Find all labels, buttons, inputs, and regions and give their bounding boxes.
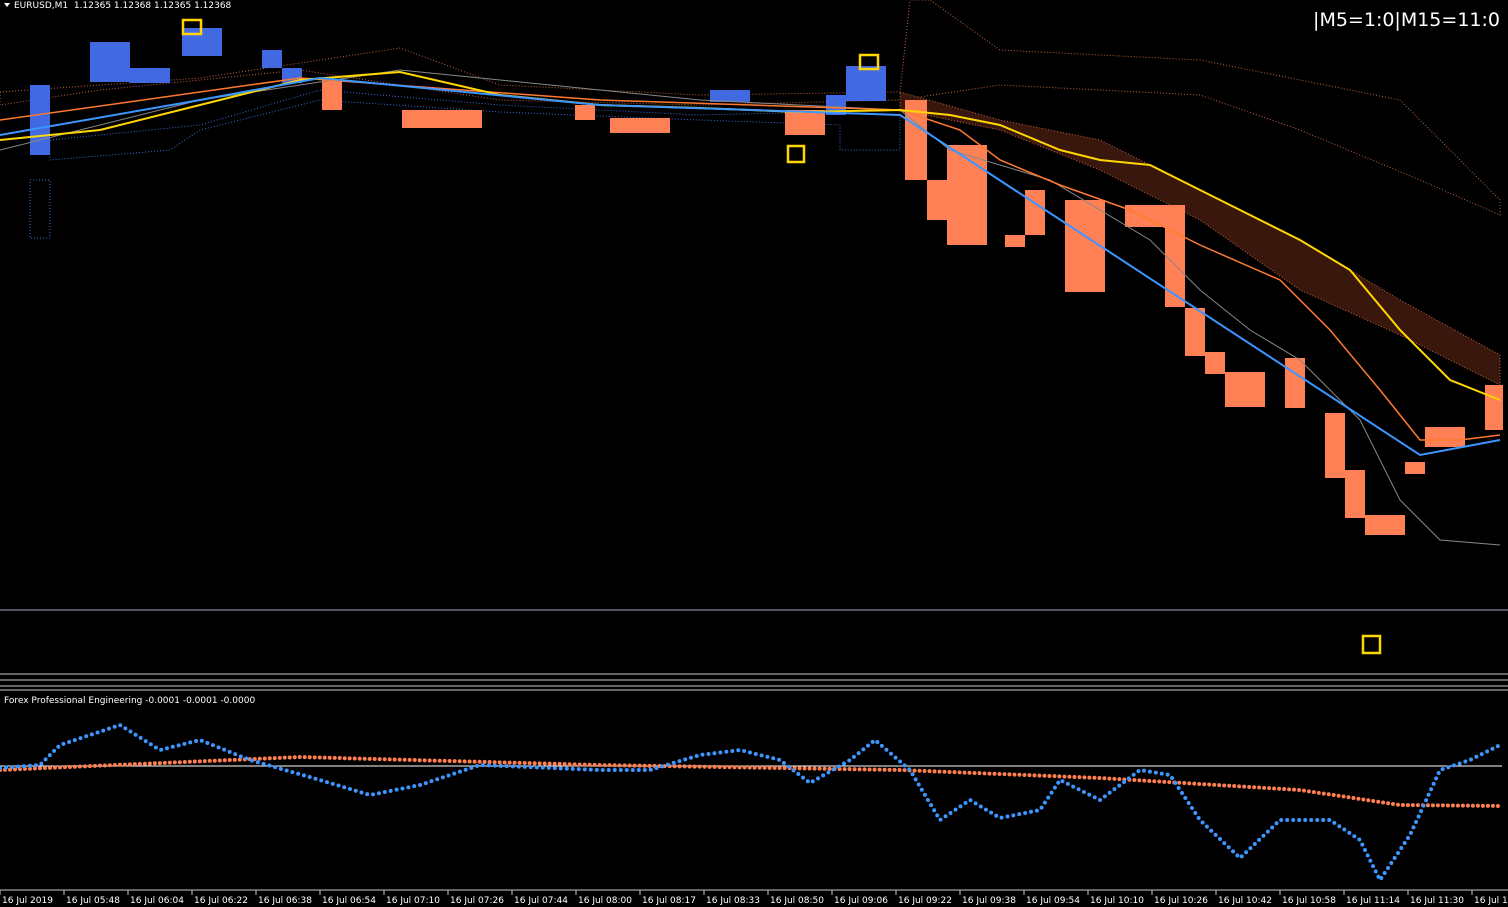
time-label: 16 Jul 07:10 [386,896,440,906]
time-label: 16 Jul 06:38 [258,896,312,906]
time-axis: 16 Jul 2019 16 Jul 05:48 16 Jul 06:04 16 Ju… [0,890,1508,906]
main-chart: EURUSD,M1 1.12365 1.12368 1.12365 1.1236… [0,0,1508,691]
signal-dots [0,754,1502,808]
time-label: 16 Jul 10:26 [1154,896,1208,906]
time-label: 16 Jul 11:30 [1410,896,1464,906]
time-label: 16 Jul 10:42 [1218,896,1272,906]
time-label: 16 Jul 09:54 [1026,896,1080,906]
time-label: 16 Jul 09:22 [898,896,952,906]
time-label: 16 Jul 08:17 [642,896,696,906]
time-label: 16 Jul 07:44 [514,896,568,906]
time-label: 16 Jul 10:58 [1282,896,1336,906]
time-label: 16 Jul 07:26 [450,896,504,906]
time-label: 16 Jul 06:04 [130,896,184,906]
time-label: 16 Jul 09:38 [962,896,1016,906]
symbol-label: EURUSD,M1 1.12365 1.12368 1.12365 1.1236… [14,1,232,11]
main-dots [0,722,1502,884]
cloud-blue [49,89,901,161]
menu-arrow[interactable] [4,3,10,7]
ma-yellow [0,70,1501,401]
cloud-blue [29,179,51,239]
time-label: 16 Jul 09:06 [834,896,888,906]
indicator-window: Forex Professional Engineering -0.0001 -… [0,696,1508,891]
time-label: 16 Jul 08:50 [770,896,824,906]
time-label: 16 Jul 11:14 [1346,896,1400,906]
bearish-boxes [322,80,1503,535]
signal-label: |M5=1:0|M15=11:0 [1313,9,1500,31]
ma-gray [0,69,1501,546]
ma-orange [0,77,1501,441]
time-label: 16 Jul 08:00 [578,896,632,906]
indicator-label: Forex Professional Engineering -0.0001 -… [4,696,255,706]
time-label: 16 Jul 2019 [2,896,53,906]
time-label: 16 Jul 11: [1474,896,1508,906]
time-label: 16 Jul 05:48 [66,896,120,906]
time-label: 16 Jul 10:10 [1090,896,1144,906]
time-label: 16 Jul 08:33 [706,896,760,906]
cloud-upper [0,0,1501,216]
ma-blue [0,76,1501,457]
time-label: 16 Jul 06:54 [322,896,376,906]
time-label: 16 Jul 06:22 [194,896,248,906]
signal-boxes [181,18,1382,655]
